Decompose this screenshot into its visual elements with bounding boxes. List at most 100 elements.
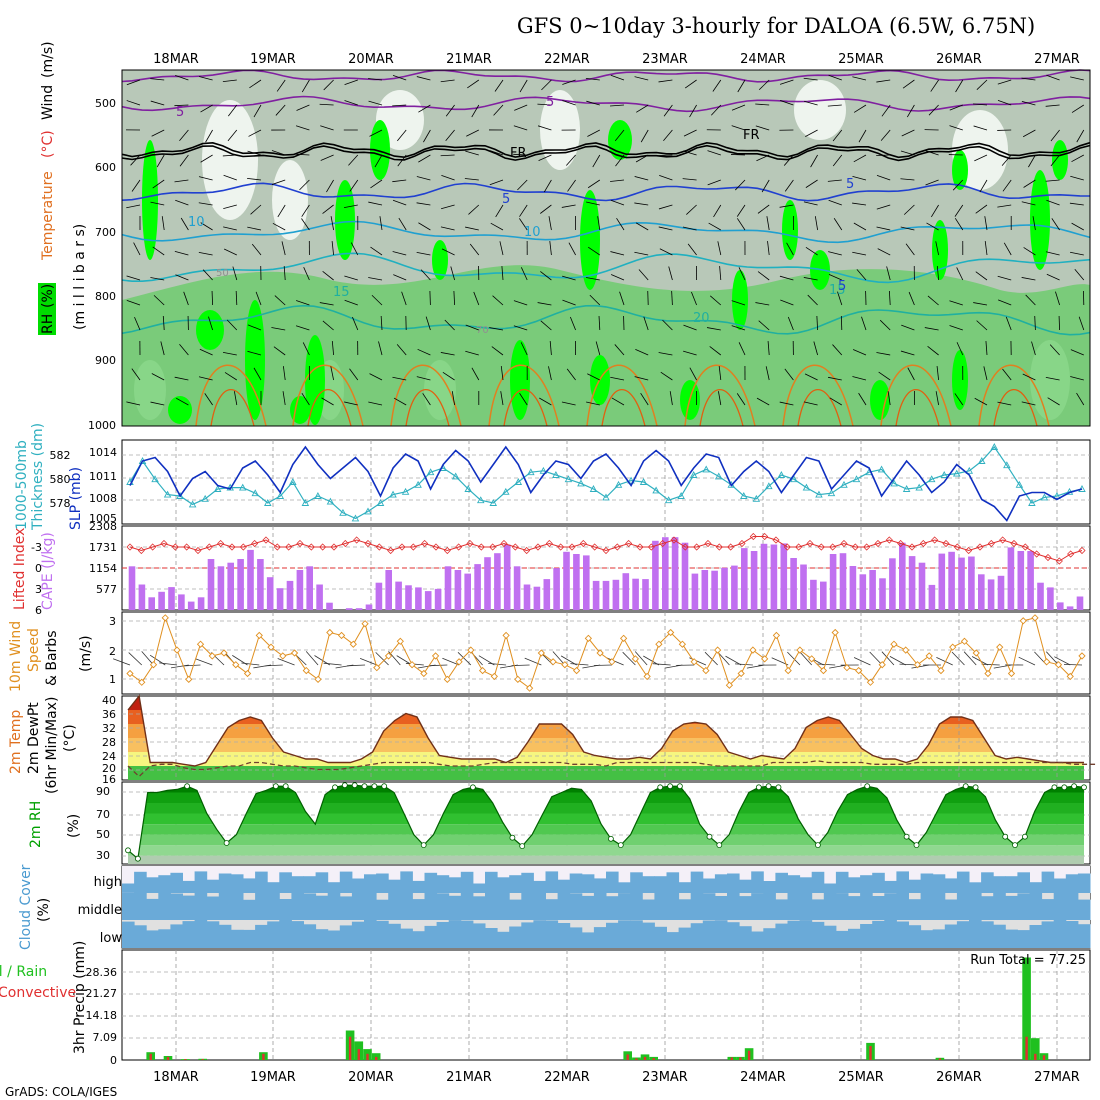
wind-barb xyxy=(804,100,818,106)
wind-barb xyxy=(223,174,237,181)
wind-speed-point xyxy=(584,634,593,642)
li-point xyxy=(319,543,327,551)
wind-barb xyxy=(179,129,189,142)
li-point xyxy=(455,543,463,551)
wind-barb xyxy=(827,179,842,182)
wind10m-panel: 3 2 1 10m Wind Speed & Barbs (m/s) xyxy=(8,611,1091,695)
wind-speed-point xyxy=(185,675,193,683)
cape-bar xyxy=(573,554,580,610)
rh-point xyxy=(1012,842,1018,848)
thickness-series xyxy=(126,443,1086,522)
wind-barb xyxy=(537,125,552,131)
wind-barb xyxy=(585,77,600,81)
cape-bar xyxy=(889,558,896,610)
cloud-bar xyxy=(993,876,1006,893)
li-axis: -3 0 3 6 xyxy=(31,541,42,617)
cloud-bar xyxy=(303,924,317,948)
li-point xyxy=(749,532,757,541)
bottom-date-label: 26MAR xyxy=(936,1070,982,1085)
wind-barb xyxy=(1050,154,1060,167)
slp-labels: 1000-500mb Thickness (dm) SLP (mb) xyxy=(14,423,84,531)
wind-barb xyxy=(222,352,237,356)
wind-barb xyxy=(380,316,383,331)
wind-barb xyxy=(905,243,915,256)
thickness-point xyxy=(840,480,848,488)
wind-speed-point xyxy=(267,643,275,651)
thickness-point xyxy=(664,496,673,504)
wind-barb xyxy=(731,104,746,111)
wind-barb xyxy=(331,341,334,356)
cloud-bar xyxy=(509,899,522,920)
contour-label: 20 xyxy=(693,311,710,326)
wind-barb xyxy=(718,366,722,381)
rh-point xyxy=(1061,784,1068,791)
wind-barb xyxy=(1045,376,1060,381)
wind-barb xyxy=(223,248,237,256)
rh-tick: 90 xyxy=(96,785,110,798)
wind-barb xyxy=(349,179,359,192)
wind-barb xyxy=(253,367,262,381)
wind-barb xyxy=(549,341,552,356)
cloud-bar xyxy=(860,924,873,948)
thickness-point xyxy=(251,489,260,497)
wind-barb xyxy=(301,218,310,231)
cloud-bar xyxy=(896,893,909,920)
rh-point xyxy=(184,783,191,790)
isotherm-line xyxy=(121,182,1091,202)
cape-bar xyxy=(829,554,837,610)
thickness-point xyxy=(314,492,322,499)
cloud-bar xyxy=(763,928,776,948)
wind-barb xyxy=(757,271,770,281)
li-point xyxy=(987,539,995,548)
rh-point xyxy=(706,833,713,840)
wind-barb xyxy=(548,216,552,231)
rh-axis: 90 70 50 30 xyxy=(96,785,110,862)
thickness-point xyxy=(740,492,748,499)
thickness-point xyxy=(827,489,836,497)
wind-barb xyxy=(301,392,310,406)
cloud-bar xyxy=(884,920,897,948)
wind-barb xyxy=(718,391,722,406)
wind-barb xyxy=(971,656,989,666)
precip-axis: 28.36 21.27 14.18 7.09 0 xyxy=(86,966,118,1067)
wind-speed-point xyxy=(138,678,146,686)
wind-barb xyxy=(974,154,988,162)
cloud-bar xyxy=(327,882,341,893)
wind-barb xyxy=(282,391,286,406)
wind-barb xyxy=(643,316,649,331)
top-date-label: 23MAR xyxy=(642,52,688,67)
wind-barb xyxy=(417,348,431,356)
wind-barb xyxy=(1070,175,1084,181)
wind-axis: 3 2 1 xyxy=(109,615,116,686)
cape-bar xyxy=(266,577,274,610)
rh-point xyxy=(815,842,821,848)
rh-point xyxy=(913,842,920,848)
wind-barb xyxy=(519,218,528,231)
cape-bar xyxy=(869,570,876,610)
wind-barb xyxy=(827,376,842,381)
thickness-point xyxy=(476,496,485,504)
li-point xyxy=(262,536,270,544)
wind-barb xyxy=(422,393,431,406)
cloud-bar xyxy=(255,893,268,920)
cloud-bar xyxy=(351,878,365,893)
cape-bar xyxy=(741,548,748,610)
wind-barb xyxy=(396,344,407,356)
isotherm-line xyxy=(121,69,1091,83)
cloud-bar xyxy=(908,879,922,893)
wind-barb xyxy=(683,324,697,331)
cloud-bar xyxy=(751,931,764,948)
wind-barb xyxy=(719,266,722,281)
wind-barb xyxy=(344,275,358,281)
cloud-bar xyxy=(666,872,680,893)
cape-bar xyxy=(375,582,383,610)
li-point xyxy=(330,543,338,551)
wind-barb xyxy=(330,366,334,381)
cape-bar xyxy=(148,597,155,610)
wind-barb xyxy=(1025,294,1036,306)
wind-speed-point xyxy=(279,652,287,660)
wind-barb xyxy=(765,366,770,381)
cape-bar xyxy=(652,540,659,610)
rh-shading-layer xyxy=(122,80,1090,426)
wind-barb xyxy=(852,251,867,256)
